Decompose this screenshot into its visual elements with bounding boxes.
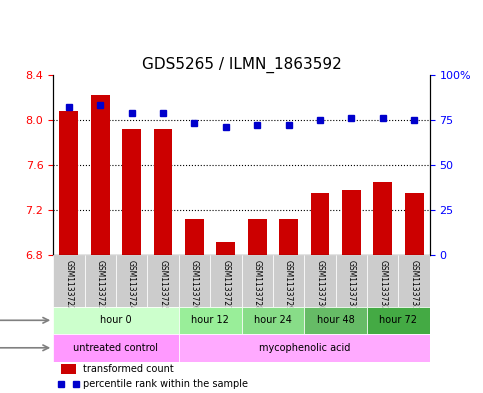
Bar bbox=[367, 255, 398, 307]
Text: GSM1133729: GSM1133729 bbox=[284, 259, 293, 310]
Bar bbox=[216, 242, 235, 255]
Bar bbox=[279, 219, 298, 255]
Bar bbox=[53, 255, 85, 307]
Bar bbox=[248, 219, 267, 255]
Text: GSM1133723: GSM1133723 bbox=[96, 259, 105, 310]
Text: GSM1133730: GSM1133730 bbox=[315, 259, 325, 310]
Bar bbox=[342, 190, 361, 255]
Text: hour 24: hour 24 bbox=[254, 315, 292, 325]
Text: GSM1133722: GSM1133722 bbox=[64, 259, 73, 310]
Bar bbox=[373, 182, 392, 255]
Bar bbox=[242, 307, 304, 334]
Bar bbox=[311, 193, 329, 255]
Bar bbox=[59, 111, 78, 255]
Bar bbox=[304, 255, 336, 307]
Text: hour 12: hour 12 bbox=[191, 315, 229, 325]
Bar bbox=[85, 255, 116, 307]
Title: GDS5265 / ILMN_1863592: GDS5265 / ILMN_1863592 bbox=[142, 57, 341, 73]
Text: untreated control: untreated control bbox=[73, 343, 158, 353]
Text: GSM1133727: GSM1133727 bbox=[221, 259, 230, 310]
Text: GSM1133732: GSM1133732 bbox=[378, 259, 387, 310]
Bar bbox=[185, 219, 204, 255]
Text: hour 48: hour 48 bbox=[317, 315, 355, 325]
Bar bbox=[304, 307, 367, 334]
Text: GSM1133728: GSM1133728 bbox=[253, 259, 262, 310]
Bar bbox=[367, 307, 430, 334]
Bar bbox=[242, 255, 273, 307]
Text: GSM1133724: GSM1133724 bbox=[127, 259, 136, 310]
Bar bbox=[91, 95, 110, 255]
Bar bbox=[147, 255, 179, 307]
Bar bbox=[154, 129, 172, 255]
Bar bbox=[179, 334, 430, 362]
Bar bbox=[210, 255, 242, 307]
Bar bbox=[273, 255, 304, 307]
Text: mycophenolic acid: mycophenolic acid bbox=[258, 343, 350, 353]
Bar bbox=[179, 255, 210, 307]
Bar bbox=[398, 255, 430, 307]
Bar bbox=[61, 364, 76, 374]
Bar bbox=[53, 334, 179, 362]
Text: GSM1133726: GSM1133726 bbox=[190, 259, 199, 310]
Bar bbox=[405, 193, 424, 255]
Text: hour 72: hour 72 bbox=[380, 315, 417, 325]
Bar bbox=[122, 129, 141, 255]
Text: percentile rank within the sample: percentile rank within the sample bbox=[83, 378, 248, 389]
Text: GSM1133731: GSM1133731 bbox=[347, 259, 356, 310]
Text: hour 0: hour 0 bbox=[100, 315, 132, 325]
Bar bbox=[116, 255, 147, 307]
Text: GSM1133733: GSM1133733 bbox=[410, 259, 419, 310]
Bar bbox=[179, 307, 242, 334]
Text: transformed count: transformed count bbox=[83, 364, 174, 374]
Bar bbox=[336, 255, 367, 307]
Bar bbox=[53, 307, 179, 334]
Text: GSM1133725: GSM1133725 bbox=[158, 259, 168, 310]
